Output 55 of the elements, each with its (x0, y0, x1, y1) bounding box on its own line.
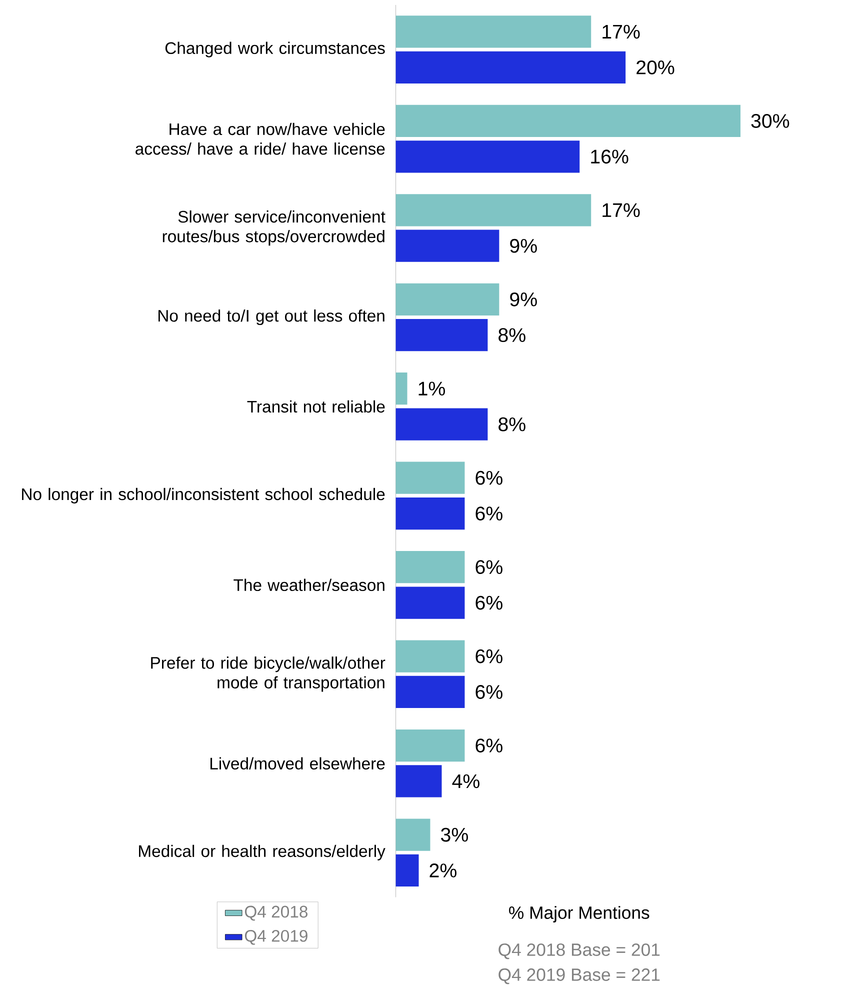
bar (396, 230, 500, 262)
legend-label: Q4 2018 (244, 906, 308, 921)
bar (396, 104, 740, 138)
y-tick-label: No longer in school/inconsistent school schedule (22, 488, 385, 504)
y-tick-label: Prefer to ride bicycle/walk/other mode of transportation (151, 656, 386, 692)
bar (396, 854, 419, 887)
data-label: 6% (476, 649, 502, 664)
data-label: 4% (452, 774, 480, 788)
x-axis-title: % Major Mentions (508, 906, 650, 922)
data-label: 1% (418, 382, 445, 396)
bar (396, 818, 430, 851)
data-label: 20% (636, 60, 674, 74)
bar (396, 140, 580, 173)
legend-label: Q4 2019 (244, 930, 308, 945)
y-tick-label: Lived/moved elsewhere (210, 757, 385, 770)
bar (396, 586, 465, 619)
data-label: 3% (440, 828, 468, 842)
bar (396, 676, 465, 708)
data-label: 6% (476, 685, 502, 699)
y-tick-label: Changed work circumstances (165, 42, 385, 58)
data-label: 2% (430, 864, 456, 878)
bar (396, 16, 592, 48)
bar (396, 283, 500, 316)
data-label: 6% (476, 470, 502, 485)
y-tick-label: Have a car now/have vehicle access/ have a ride/ have license (136, 122, 385, 155)
bar (396, 51, 626, 84)
data-label: 6% (476, 596, 502, 610)
data-label: 6% (476, 738, 502, 752)
data-label: 8% (498, 417, 526, 432)
data-label: 30% (751, 114, 790, 128)
bar (396, 408, 488, 440)
bar (396, 372, 408, 405)
data-label: 6% (476, 506, 502, 520)
bar (396, 551, 465, 584)
data-label: 17% (602, 24, 640, 39)
bar (396, 194, 592, 226)
data-label: 8% (498, 328, 526, 342)
data-label: 6% (476, 560, 502, 574)
bar (396, 497, 465, 530)
text: Q4 2019 Base = 221 (498, 968, 660, 984)
data-label: 16% (591, 150, 628, 164)
y-tick-label: Slower service/inconvenient routes/bus stops/overcrowded (162, 210, 386, 246)
y-tick-label: Transit not reliable (247, 400, 385, 413)
data-label: 9% (510, 238, 537, 253)
text: Q4 2018 Base = 201 (498, 943, 660, 960)
data-label: 9% (510, 292, 537, 306)
bar (396, 640, 465, 672)
data-label: 17% (602, 203, 640, 218)
bar (396, 319, 488, 352)
bar (396, 765, 442, 798)
bar (396, 729, 465, 762)
y-tick-label: The weather/season (234, 578, 384, 592)
y-tick-label: Medical or health reasons/elderly (138, 844, 386, 860)
y-tick-label: No need to/I get out less often (158, 309, 384, 326)
bar (396, 462, 465, 494)
